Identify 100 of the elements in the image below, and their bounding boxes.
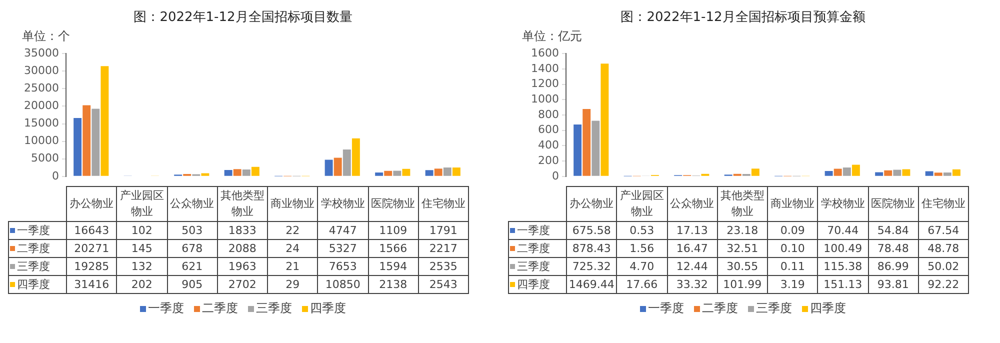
data-label: 1963 [217,258,268,276]
y-tick-label: 15000 [24,116,59,130]
x-tick-label: 医院物业 [368,186,418,222]
data-label: 86.99 [868,258,918,276]
data-label: 1833 [217,222,268,240]
data-label: 145 [116,240,167,258]
data-label: 100.49 [818,240,868,258]
y-axis-title: 单位：个 [22,28,71,44]
data-label: 0.09 [768,222,818,240]
text: 一季度 [148,301,184,315]
x-tick-label: 其他类型物业 [717,186,768,222]
legend-label: 二季度 [508,240,566,258]
y-tick-label: 5000 [31,152,59,165]
data-label: 1469.44 [566,276,617,294]
x-tick-label: 办公物业 [566,186,617,222]
legend-label: 二季度 [8,240,66,258]
y-tick-label: 35000 [24,46,59,60]
data-label: 503 [167,222,218,240]
x-tick-label: 其他类型物业 [217,186,268,222]
data-label: 0.53 [616,222,667,240]
y-tick-label: 1000 [531,92,559,106]
data-label: 33.32 [667,276,718,294]
y-tick-label: 20000 [24,99,59,112]
data-label: 2217 [418,240,468,258]
data-label: 1566 [368,240,418,258]
y-tick-label: 1600 [531,46,559,60]
text: 二季度 [702,301,738,315]
x-tick-label: 商业物业 [768,186,818,222]
text: 三季度 [256,301,292,315]
data-label: 54.84 [868,222,918,240]
data-label: 151.13 [818,276,868,294]
y-axis-title: 单位：亿元 [522,28,583,44]
x-tick-label: 产业园区物业 [116,186,167,222]
x-tick-label: 住宅物业 [418,186,468,222]
data-label: 132 [116,258,167,276]
chart-title: 图：2022年1-12月全国招标项目数量 [132,9,354,27]
data-label: 29 [268,276,318,294]
data-label: 21 [268,258,318,276]
data-label: 1594 [368,258,418,276]
data-label: 24 [268,240,318,258]
y-tick-label: 30000 [24,64,59,77]
x-tick-label: 医院物业 [868,186,918,222]
data-label: 7653 [318,258,368,276]
legend-label: 三季度 [508,258,566,276]
data-label: 92.22 [918,276,968,294]
legend-label: 一季度 [508,222,566,240]
legend-label: 三季度 [8,258,66,276]
data-label: 17.66 [616,276,667,294]
data-label: 78.48 [868,240,918,258]
data-label: 93.81 [868,276,918,294]
x-tick-label: 公众物业 [167,186,218,222]
y-tick-label: 1400 [531,62,559,75]
data-label: 0.10 [768,240,818,258]
data-label: 30.55 [717,258,768,276]
x-tick-label: 公众物业 [667,186,718,222]
data-label: 878.43 [566,240,617,258]
data-label: 2138 [368,276,418,294]
data-label: 2535 [418,258,468,276]
data-label: 1791 [418,222,468,240]
text: 四季度 [310,301,346,315]
data-label: 2088 [217,240,268,258]
data-label: 20271 [66,240,117,258]
data-label: 3.19 [768,276,818,294]
data-label: 32.51 [717,240,768,258]
legend-label: 四季度 [8,276,66,294]
data-label: 17.13 [667,222,718,240]
x-tick-label: 商业物业 [268,186,318,222]
y-tick-label: 1200 [531,77,559,90]
data-label: 22 [268,222,318,240]
data-label: 31416 [66,276,117,294]
chart-title: 图：2022年1-12月全国招标项目预算金额 [620,9,866,27]
data-label: 50.02 [918,258,968,276]
data-label: 48.78 [918,240,968,258]
data-label: 5327 [318,240,368,258]
data-label: 202 [116,276,167,294]
text: 三季度 [756,301,792,315]
data-label: 621 [167,258,218,276]
y-tick-label: 0 [552,169,559,182]
data-label: 67.54 [918,222,968,240]
data-label: 2543 [418,276,468,294]
data-label: 675.58 [566,222,617,240]
data-label: 19285 [66,258,117,276]
data-label: 4747 [318,222,368,240]
text: 二季度 [202,301,238,315]
data-label: 1109 [368,222,418,240]
data-label: 23.18 [717,222,768,240]
x-tick-label: 住宅物业 [918,186,968,222]
legend-label: 四季度 [508,276,566,294]
x-tick-label: 办公物业 [66,186,117,222]
x-tick-label: 学校物业 [818,186,868,222]
data-label: 10850 [318,276,368,294]
data-label: 16.47 [667,240,718,258]
y-tick-label: 800 [538,108,559,121]
data-label: 1.56 [616,240,667,258]
data-label: 12.44 [667,258,718,276]
data-label: 725.32 [566,258,617,276]
text: 四季度 [810,301,846,315]
data-label: 2702 [217,276,268,294]
legend-label: 一季度 [8,222,66,240]
data-label: 905 [167,276,218,294]
